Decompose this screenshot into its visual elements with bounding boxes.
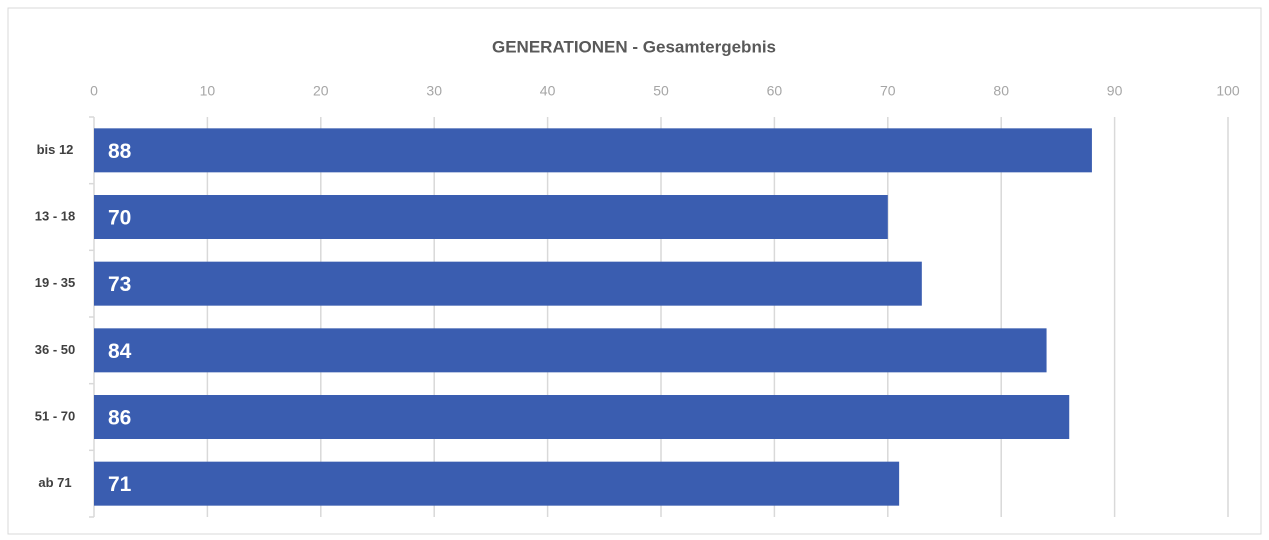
y-tick-label: ab 71 (38, 475, 71, 490)
x-tick-label: 60 (767, 83, 783, 99)
bar (94, 461, 900, 506)
x-tick-label: 100 (1216, 83, 1240, 99)
data-label: 84 (108, 340, 132, 363)
chart-title: GENERATIONEN - Gesamtergebnis (492, 37, 776, 56)
data-label: 88 (108, 140, 132, 163)
x-tick-label: 80 (993, 83, 1009, 99)
y-tick-label: 19 - 35 (35, 275, 75, 290)
y-tick-label: 36 - 50 (35, 342, 75, 357)
bar (94, 195, 888, 239)
data-label: 73 (108, 273, 131, 296)
x-tick-label: 30 (426, 83, 442, 99)
x-tick-label: 0 (90, 83, 98, 99)
x-tick-label: 40 (540, 83, 556, 99)
y-tick-label: 51 - 70 (35, 408, 75, 423)
x-tick-label: 70 (880, 83, 896, 99)
bar (94, 395, 1070, 439)
data-label: 86 (108, 407, 131, 430)
data-label: 70 (108, 207, 131, 230)
x-tick-label: 10 (200, 83, 216, 99)
x-tick-label: 90 (1107, 83, 1123, 99)
x-tick-label: 50 (653, 83, 669, 99)
y-tick-label: 13 - 18 (35, 208, 75, 223)
y-tick-label: bis 12 (37, 142, 74, 157)
bar (94, 128, 1092, 173)
bar (94, 261, 922, 306)
x-tick-label: 20 (313, 83, 329, 99)
bar (94, 328, 1047, 373)
data-label: 71 (108, 473, 132, 496)
